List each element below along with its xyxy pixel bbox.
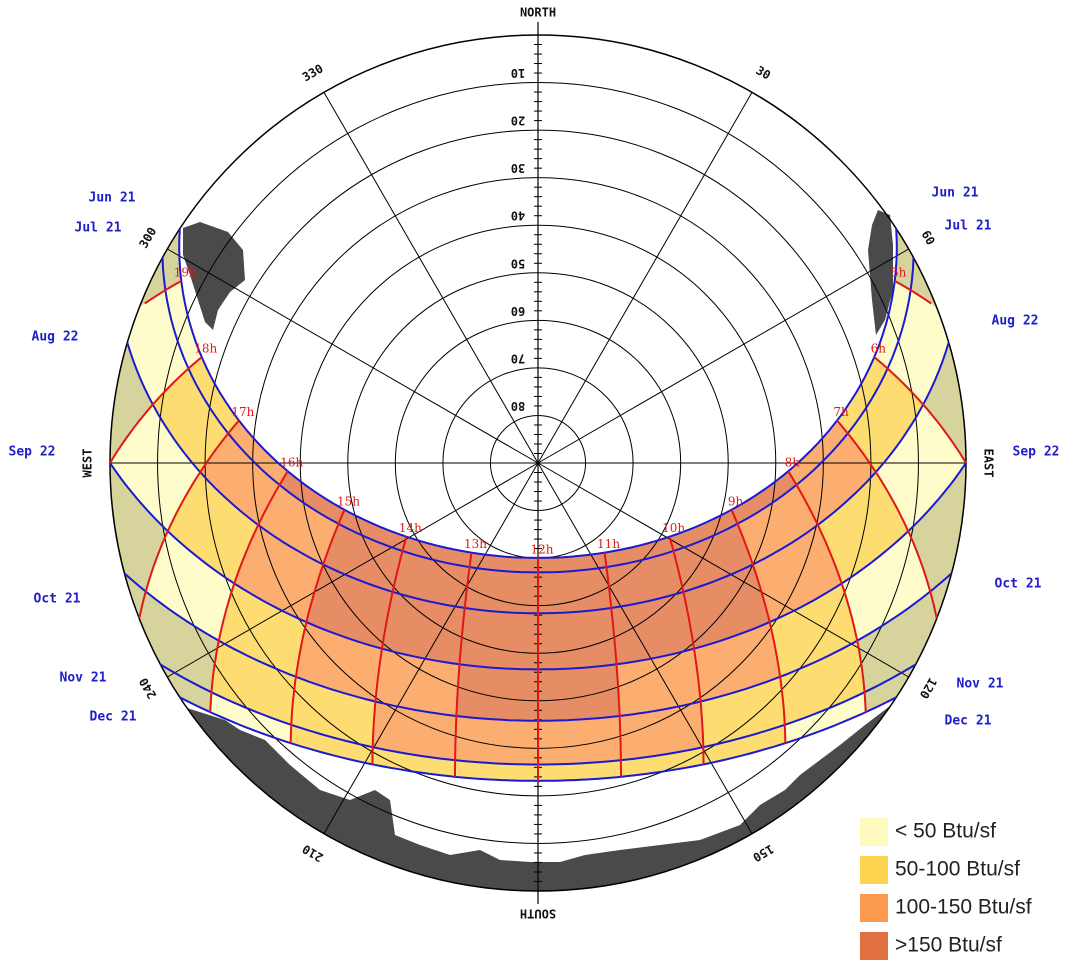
cell (456, 664, 538, 721)
date-label: Nov 21 (60, 671, 107, 686)
sun-path-diagram: 10 20 30 40 50 60 70 80 30 60 120 150 210 240 300 330 NO… (0, 0, 1091, 969)
altitude-label: 60 (511, 304, 525, 318)
altitude-label: 30 (511, 161, 525, 175)
hour-label: 11h (597, 537, 620, 551)
date-label: Aug 22 (992, 314, 1039, 329)
legend-swatch (860, 818, 888, 846)
hour-label: 9h (728, 494, 744, 508)
date-label: Jun 21 (89, 191, 136, 206)
cell (465, 567, 538, 613)
azimuth-label: 120 (917, 675, 940, 701)
altitude-label: 40 (511, 209, 525, 223)
hour-label: 6h (871, 342, 887, 356)
hour-label: 18h (194, 342, 217, 356)
compass-label: NORTH (520, 6, 556, 20)
hour-label: 7h (833, 405, 849, 419)
azimuth-label: 210 (300, 842, 326, 865)
date-label: Jul 21 (75, 221, 122, 236)
legend-label: 100-150 Btu/sf (895, 896, 1032, 919)
hour-label: 12h (531, 542, 554, 556)
date-label: Sep 22 (1013, 445, 1060, 460)
azimuth-label: 60 (918, 228, 937, 248)
hour-label: 16h (280, 456, 303, 470)
altitude-label: 10 (511, 66, 525, 80)
legend-swatch (860, 856, 888, 884)
hour-label: 13h (464, 537, 487, 551)
date-label: Aug 22 (32, 330, 79, 345)
azimuth-label: 30 (753, 63, 773, 82)
altitude-label: 50 (511, 256, 525, 270)
hour-label: 17h (231, 405, 254, 419)
azimuth-label: 150 (750, 842, 776, 865)
date-label: Nov 21 (957, 677, 1004, 692)
date-label: Dec 21 (945, 714, 992, 729)
legend-label: 50-100 Btu/sf (895, 858, 1020, 881)
date-label: Oct 21 (34, 592, 81, 607)
altitude-label: 20 (511, 114, 525, 128)
legend-label: < 50 Btu/sf (895, 820, 996, 843)
legend-swatch (860, 894, 888, 922)
legend-swatch (860, 932, 888, 960)
altitude-label: 80 (511, 399, 525, 413)
azimuth-label: 330 (300, 61, 326, 84)
altitude-label: 70 (511, 351, 525, 365)
azimuth-label: 240 (136, 675, 159, 701)
date-label: Oct 21 (995, 577, 1042, 592)
date-label: Jul 21 (945, 219, 992, 234)
compass-label: SOUTH (520, 907, 556, 921)
hour-label: 15h (337, 494, 360, 508)
compass-label: EAST (982, 449, 996, 478)
cell (455, 716, 538, 765)
cell (538, 716, 621, 765)
date-label: Dec 21 (90, 710, 137, 725)
hour-label: 14h (399, 521, 422, 535)
legend-label: >150 Btu/sf (895, 934, 1002, 957)
azimuth-label: 300 (136, 225, 159, 251)
compass-label: WEST (81, 449, 95, 478)
cell (460, 608, 539, 669)
hour-label: 10h (662, 521, 685, 535)
date-label: Sep 22 (9, 445, 56, 460)
cell (538, 567, 611, 613)
cell (538, 608, 617, 669)
hour-label: 5h (891, 265, 907, 279)
hour-label: 8h (785, 456, 801, 470)
hour-label: 19h (174, 265, 197, 279)
date-label: Jun 21 (932, 186, 979, 201)
cell (538, 664, 620, 721)
